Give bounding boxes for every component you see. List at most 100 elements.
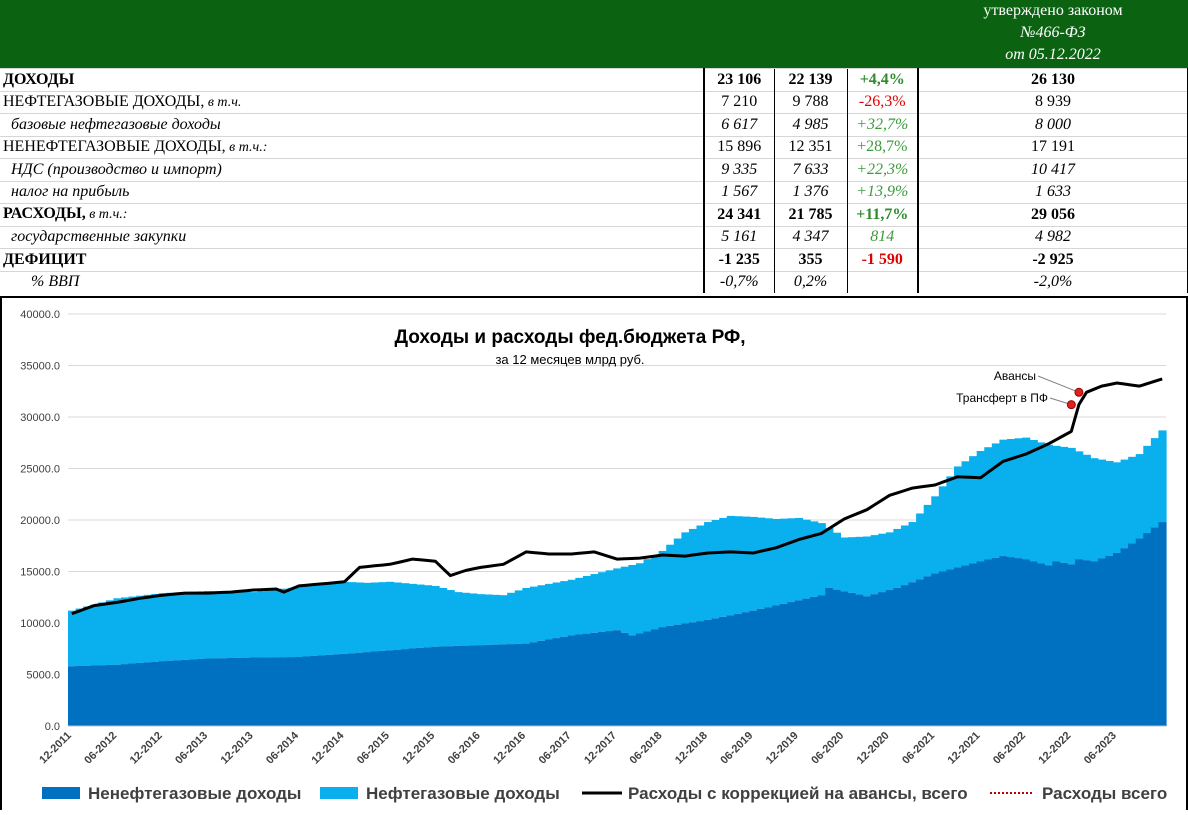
bar-non-oil xyxy=(651,629,660,726)
approved-value: -2 925 xyxy=(917,248,1188,271)
bar-non-oil xyxy=(340,653,349,726)
bar-non-oil xyxy=(726,615,735,726)
bar-oil xyxy=(635,563,645,634)
chart-title: Доходы и расходы фед.бюджета РФ, xyxy=(394,327,745,348)
y-tick-label: 35000.0 xyxy=(20,361,60,373)
bar-oil xyxy=(923,504,932,577)
bar-oil xyxy=(287,587,296,658)
bar-oil xyxy=(1158,430,1167,523)
bar-non-oil xyxy=(885,590,894,726)
table-row: НДС (производство и импорт) 9 335 7 633 +22… xyxy=(0,158,1188,181)
annotation-leader xyxy=(1037,375,1080,393)
bar-non-oil xyxy=(810,596,819,726)
x-tick-label: 06-2018 xyxy=(628,730,665,767)
bar-non-oil xyxy=(492,644,501,726)
row-label-text: НЕНЕФТЕГАЗОВЫЕ ДОХОДЫ, xyxy=(3,137,226,155)
bar-oil xyxy=(1044,444,1054,566)
bar-non-oil xyxy=(605,631,614,726)
x-tick-label: 12-2020 xyxy=(855,730,892,767)
bar-oil xyxy=(900,525,910,586)
row-label-text: % ВВП xyxy=(3,273,80,291)
bar-oil xyxy=(575,577,584,635)
approved-value: 26 130 xyxy=(917,68,1188,91)
bar-non-oil xyxy=(1105,555,1114,726)
x-axis: 12-2011 06-2012 12-2012 06-2013 12-2013 06-20… xyxy=(37,729,1119,767)
approved-value: 29 056 xyxy=(917,203,1188,226)
table-bottom-border xyxy=(0,296,1188,298)
bar-non-oil xyxy=(764,607,773,726)
bar-oil xyxy=(681,532,690,624)
bar-oil xyxy=(1052,445,1061,562)
bar-oil xyxy=(355,582,364,653)
y-tick-label: 40000.0 xyxy=(20,309,60,321)
row-label: НЕФТЕГАЗОВЫЕ ДОХОДЫ, в т.ч. xyxy=(0,90,704,114)
bar-non-oil xyxy=(174,660,183,726)
bar-non-oil xyxy=(1022,559,1031,726)
bar-non-oil xyxy=(1006,557,1016,726)
change-value: +4,4% xyxy=(846,68,918,91)
budget-chart: 0.0 5000.0 10000.0 15000.0 20000.0 25000.0 300… xyxy=(20,309,1167,803)
table-row: базовые нефтегазовые доходы 6 617 4 985 +32… xyxy=(0,113,1188,136)
bar-oil xyxy=(234,591,243,658)
row-label-suffix: в т.ч.: xyxy=(85,207,128,223)
approved-value: 8 000 xyxy=(917,113,1188,136)
bar-non-oil xyxy=(961,565,970,726)
bar-oil xyxy=(454,592,463,646)
bar-oil xyxy=(423,585,433,648)
bar-non-oil xyxy=(817,595,826,726)
bar-non-oil xyxy=(991,557,1001,726)
bar-oil xyxy=(794,517,804,601)
value-2023: 1 567 xyxy=(703,180,774,204)
bar-non-oil xyxy=(1059,562,1069,726)
bar-oil xyxy=(1143,445,1152,534)
bar-oil xyxy=(598,572,607,632)
bar-non-oil xyxy=(90,665,99,726)
legend-label: Нефтегазовые доходы xyxy=(366,784,560,803)
row-label-text: ДОХОДЫ xyxy=(3,70,75,88)
bar-non-oil xyxy=(196,658,205,726)
bar-oil xyxy=(1097,459,1107,559)
bar-oil xyxy=(136,595,145,663)
bar-oil xyxy=(249,592,258,658)
bar-non-oil xyxy=(439,646,448,726)
approved-value: 10 417 xyxy=(917,158,1188,181)
bar-non-oil xyxy=(878,592,887,726)
bar-non-oil xyxy=(863,596,872,726)
legend-label: Расходы с коррекцией на авансы, всего xyxy=(628,784,968,803)
bar-oil xyxy=(825,527,834,588)
bar-non-oil xyxy=(348,653,357,726)
value-2022: 355 xyxy=(773,248,847,271)
bar-non-oil xyxy=(832,589,841,726)
row-label: ДОХОДЫ xyxy=(0,68,704,91)
bar-oil xyxy=(545,583,554,640)
value-2023: 5 161 xyxy=(703,225,774,249)
row-label-suffix: в т.ч. xyxy=(204,94,242,110)
bar-oil xyxy=(688,528,698,623)
bar-oil xyxy=(726,515,735,616)
change-value xyxy=(846,270,918,293)
x-tick-label: 06-2017 xyxy=(537,730,574,767)
bar-non-oil xyxy=(242,657,251,726)
row-label: ДЕФИЦИТ xyxy=(0,248,704,271)
bar-oil xyxy=(439,587,448,647)
table-row: ДЕФИЦИТ -1 235 355 -1 590 -2 925 xyxy=(0,248,1188,271)
bar-non-oil xyxy=(121,664,130,726)
bar-non-oil xyxy=(1150,527,1160,726)
bar-oil xyxy=(105,600,115,665)
bar-oil xyxy=(370,582,380,652)
bar-oil xyxy=(953,466,963,568)
table-row: ДОХОДЫ 23 106 22 139 +4,4% 26 130 xyxy=(0,68,1188,91)
bar-oil xyxy=(522,587,531,644)
annotation-marker xyxy=(1074,387,1084,397)
legend-swatch xyxy=(42,787,80,799)
change-value: -26,3% xyxy=(846,90,918,114)
x-tick-label: 12-2015 xyxy=(400,730,437,767)
row-label-suffix: в т.ч.: xyxy=(225,139,268,155)
bar-non-oil xyxy=(1120,548,1129,726)
bar-oil xyxy=(1105,460,1114,556)
y-tick-label: 20000.0 xyxy=(20,515,60,527)
row-label-text: налог на прибыль xyxy=(3,183,130,201)
budget-table: ДОХОДЫ 23 106 22 139 +4,4% 26 130 НЕФТЕГАЗОВЫ… xyxy=(0,68,1188,293)
bar-non-oil xyxy=(900,585,910,726)
bar-oil xyxy=(219,591,228,659)
